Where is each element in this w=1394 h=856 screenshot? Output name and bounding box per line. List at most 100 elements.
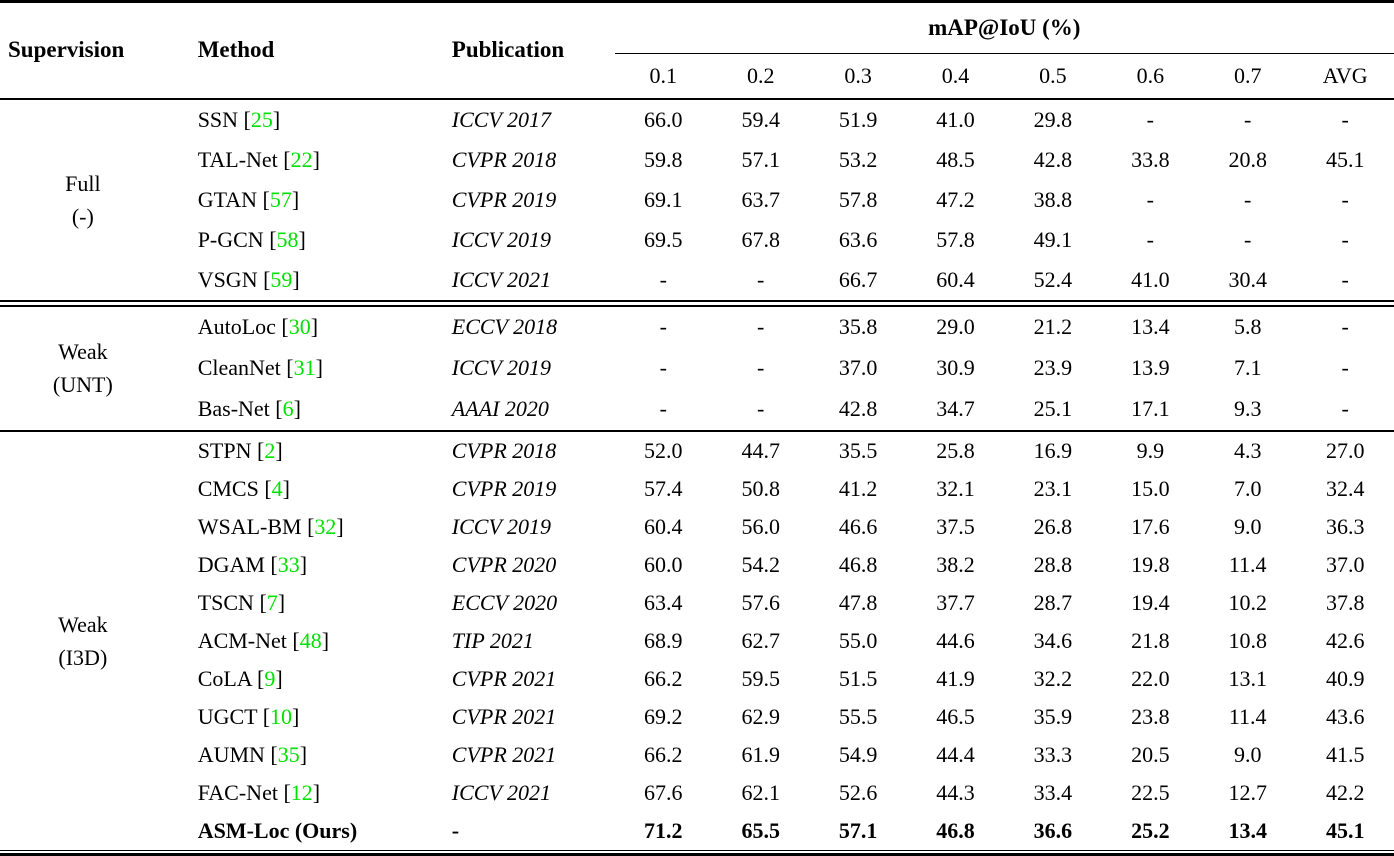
map-value-cell: 32.1	[936, 475, 975, 501]
map-value-cell: 25.1	[1033, 396, 1073, 421]
col-header-iou-0.6: 0.6	[1101, 53, 1200, 100]
table-header: Supervision Method Publication mAP@IoU (…	[0, 1, 1394, 100]
map-value-cell: 57.8	[936, 226, 975, 252]
method-cell: TAL-Net [22]	[197, 146, 320, 172]
map-value-cell: 38.2	[936, 551, 975, 577]
map-value-cell: 40.9	[1325, 665, 1365, 691]
map-value-cell: 44.4	[936, 741, 975, 767]
map-value-cell: 26.8	[1033, 513, 1073, 539]
supervision-group-label: Weak (UNT)	[52, 339, 113, 397]
map-value-cell: 60.0	[644, 551, 683, 577]
method-name: FAC-Net	[197, 779, 278, 805]
map-value-cell: 13.4	[1228, 817, 1267, 843]
map-value-cell: 23.9	[1033, 355, 1073, 380]
citation-ref[interactable]: 32	[314, 513, 337, 539]
map-value-cell: 29.0	[936, 314, 975, 339]
citation-ref[interactable]: 2	[264, 437, 276, 463]
citation-ref[interactable]: 31	[293, 355, 316, 380]
map-value-cell: 13.9	[1131, 355, 1170, 380]
map-value-cell: 59.4	[741, 106, 780, 132]
citation-ref[interactable]: 59	[270, 266, 293, 292]
publication-cell: CVPR 2019	[451, 475, 557, 501]
map-value-cell: 41.9	[936, 665, 975, 691]
map-value-cell: 13.1	[1228, 665, 1267, 691]
citation-ref[interactable]: 22	[290, 146, 313, 172]
citation-ref[interactable]: 33	[277, 551, 300, 577]
table-row: ACM-Net [48] TIP 2021 68.9 62.7 55.0 44.6 34.6…	[0, 622, 1394, 660]
citation-ref[interactable]: 9	[264, 665, 276, 691]
publication-cell: CVPR 2021	[451, 665, 557, 691]
citation-ref[interactable]: 57	[269, 186, 292, 212]
method-cell: FAC-Net [12]	[197, 779, 321, 805]
publication-cell: ICCV 2021	[451, 779, 551, 805]
map-value-cell: 59.5	[741, 665, 780, 691]
map-value-cell: -	[1244, 186, 1252, 212]
map-value-cell: 28.8	[1033, 551, 1073, 577]
method-name: CMCS	[197, 475, 259, 501]
col-header-supervision: Supervision	[0, 1, 166, 100]
method-cell: CleanNet [31]	[197, 355, 323, 380]
method-name: AutoLoc	[197, 314, 276, 339]
citation-ref[interactable]: 25	[250, 106, 273, 132]
map-value-cell: 4.3	[1233, 437, 1262, 463]
map-value-cell: 13.4	[1131, 314, 1170, 339]
map-value-cell: 52.6	[838, 779, 878, 805]
map-value-cell: 22.5	[1131, 779, 1170, 805]
supervision-group-label: Full (-)	[65, 170, 101, 229]
map-value-cell: 49.1	[1033, 226, 1073, 252]
citation-ref[interactable]: 4	[271, 475, 283, 501]
group-separator-double	[0, 299, 1394, 307]
header-row-iou-thresholds: 0.1 0.2 0.3 0.4 0.5 0.6 0.7 AVG	[0, 53, 1394, 100]
map-value-cell: 71.2	[644, 817, 683, 843]
map-value-cell: -	[659, 266, 667, 292]
map-value-cell: 55.0	[838, 627, 878, 653]
map-value-cell: 36.6	[1033, 817, 1073, 843]
map-value-cell: 48.5	[936, 146, 975, 172]
map-value-cell: -	[1244, 226, 1252, 252]
col-header-iou-0.2: 0.2	[711, 53, 810, 100]
method-name: ASM-Loc (Ours)	[197, 817, 358, 843]
map-value-cell: 11.4	[1228, 551, 1267, 577]
map-value-cell: 15.0	[1131, 475, 1170, 501]
map-value-cell: -	[757, 314, 765, 339]
map-value-cell: -	[1341, 266, 1349, 292]
citation-ref[interactable]: 35	[277, 741, 300, 767]
citation-ref[interactable]: 48	[299, 627, 322, 653]
method-cell: AUMN [35]	[197, 741, 308, 767]
col-header-avg: AVG	[1296, 53, 1394, 100]
map-value-cell: 11.4	[1228, 703, 1267, 729]
map-value-cell: 46.6	[838, 513, 878, 539]
citation-ref[interactable]: 58	[276, 226, 299, 252]
map-value-cell: 25.8	[936, 437, 975, 463]
method-cell: SSN [25]	[197, 106, 281, 132]
publication-cell: CVPR 2020	[451, 551, 557, 577]
citation-ref[interactable]: 12	[290, 779, 313, 805]
map-value-cell: 51.5	[838, 665, 878, 691]
map-value-cell: 52.0	[644, 437, 683, 463]
publication-cell: ECCV 2018	[451, 314, 558, 339]
map-value-cell: -	[1146, 106, 1154, 132]
map-value-cell: 43.6	[1325, 703, 1365, 729]
table-row: VSGN [59] ICCV 2021 - - 66.7 60.4 52.4 41.0 30.4…	[0, 260, 1394, 301]
map-value-cell: 63.6	[838, 226, 878, 252]
map-value-cell: 50.8	[741, 475, 780, 501]
method-cell: STPN [2]	[197, 437, 283, 463]
map-value-cell: 57.4	[644, 475, 683, 501]
map-value-cell: 37.8	[1325, 589, 1365, 615]
citation-ref[interactable]: 30	[288, 314, 311, 339]
map-value-cell: 47.8	[838, 589, 878, 615]
map-value-cell: 59.8	[644, 146, 683, 172]
map-value-cell: 23.1	[1033, 475, 1073, 501]
method-cell: CMCS [4]	[197, 475, 290, 501]
map-value-cell: 9.9	[1136, 437, 1165, 463]
map-value-cell: 67.6	[644, 779, 683, 805]
map-value-cell: 22.0	[1131, 665, 1170, 691]
citation-ref[interactable]: 10	[270, 703, 293, 729]
map-value-cell: 35.5	[838, 437, 878, 463]
map-value-cell: 68.9	[644, 627, 683, 653]
method-cell: P-GCN [58]	[197, 226, 306, 252]
citation-ref[interactable]: 7	[266, 589, 278, 615]
citation-ref[interactable]: 6	[282, 396, 294, 421]
header-row-main: Supervision Method Publication mAP@IoU (…	[0, 1, 1394, 100]
